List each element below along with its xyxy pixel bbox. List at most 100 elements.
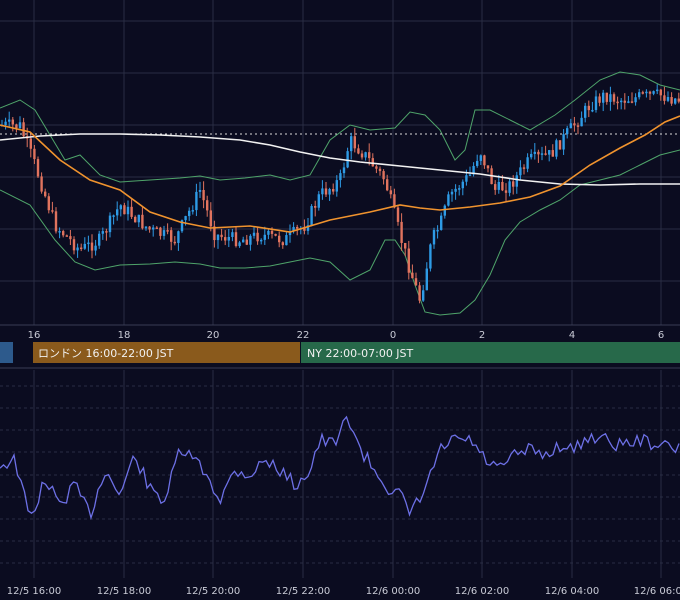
candle-body [306, 225, 310, 231]
candle-body [173, 241, 176, 244]
candle-body [648, 91, 652, 94]
candle-body [296, 226, 299, 229]
price-grid [0, 0, 680, 325]
candle-body [263, 234, 266, 240]
candle-body [148, 226, 151, 230]
candle-body [119, 205, 122, 210]
candle-body [465, 175, 468, 182]
candle-body [126, 206, 130, 215]
candle-body [206, 200, 209, 211]
candle-body [605, 92, 608, 102]
candle-body [8, 119, 11, 122]
candle-body [101, 231, 104, 234]
candle-body [548, 150, 551, 155]
candle-body [87, 242, 90, 245]
candle-body [512, 181, 515, 187]
candle-body [72, 239, 76, 251]
candle-body [573, 123, 576, 126]
candle-body [656, 89, 659, 92]
price-x-tick-label: 0 [390, 330, 396, 341]
candle-body [630, 101, 634, 103]
candle-body [116, 209, 119, 216]
osc-x-tick-label: 12/6 04:00 [545, 586, 599, 597]
candle-body [476, 160, 479, 166]
candle-body [479, 155, 482, 161]
candle-body [288, 231, 292, 236]
candle-body [508, 181, 511, 193]
candle-body [141, 214, 144, 229]
candle-body [425, 268, 428, 291]
candle-body [396, 207, 400, 222]
candle-body [670, 97, 673, 104]
price-x-tick-label: 22 [297, 330, 310, 341]
candle-body [80, 247, 83, 250]
candle-body [242, 239, 245, 243]
candle-body [54, 211, 58, 232]
candle-body [47, 196, 50, 211]
candle-body [339, 173, 342, 181]
candle-body [663, 95, 666, 101]
candle-body [389, 190, 392, 195]
candle-body [130, 206, 133, 217]
candle-body [569, 123, 572, 129]
candle-body [407, 248, 410, 273]
candle-body [418, 285, 421, 301]
price-x-axis: 16 18 20 22 0 2 4 6 [28, 330, 665, 341]
candle-body [260, 239, 263, 242]
candle-body [58, 231, 61, 233]
candle-body [44, 191, 47, 197]
candle-body [328, 188, 331, 195]
candle-body [191, 210, 194, 212]
candle-body [562, 134, 565, 150]
candle-body [652, 91, 655, 94]
session-bar: ロンドン 16:00-22:00 JST NY 22:00-07:00 JST [0, 342, 680, 363]
candle-body [216, 234, 220, 241]
candle-body [551, 150, 554, 157]
candle-body [105, 231, 108, 233]
ny-session-band [301, 342, 680, 363]
candle-body [461, 181, 464, 189]
candle-body [94, 245, 97, 251]
candle-body [40, 176, 43, 192]
osc-x-tick-label: 12/6 02:00 [455, 586, 509, 597]
candle-body [378, 168, 382, 172]
candle-body [533, 151, 536, 154]
candle-body [641, 92, 644, 94]
candle-body [486, 165, 490, 169]
candle-body [350, 136, 353, 152]
price-x-tick-label: 18 [118, 330, 131, 341]
candle-body [450, 191, 454, 195]
candle-body [162, 230, 166, 236]
candle-body [252, 232, 256, 236]
candle-body [620, 100, 623, 103]
candle-body [83, 243, 86, 249]
candle-body [51, 210, 54, 212]
candle-body [544, 153, 547, 155]
candle-body [411, 272, 414, 279]
candle-body [594, 96, 598, 110]
candle-body [483, 155, 486, 166]
candle-body [458, 188, 461, 190]
candle-body [666, 97, 670, 101]
candle-body [638, 92, 641, 98]
candle-body [65, 235, 68, 237]
price-x-tick-label: 4 [569, 330, 575, 341]
candle-body [180, 220, 184, 232]
candle-body [447, 194, 450, 206]
candle-body [209, 210, 212, 227]
candle-body [155, 227, 158, 230]
candle-body [368, 152, 371, 159]
bollinger-upper-band [0, 71, 680, 183]
candle-body [580, 117, 583, 127]
candle-body [371, 158, 374, 167]
candle-body [278, 235, 281, 243]
candle-body [432, 230, 436, 245]
candle-body [4, 121, 7, 125]
candle-body [393, 194, 396, 208]
candle-body [159, 227, 162, 236]
candle-body [382, 171, 385, 180]
candle-body [504, 190, 508, 193]
candle-body [436, 229, 439, 232]
candle-body [213, 226, 216, 241]
